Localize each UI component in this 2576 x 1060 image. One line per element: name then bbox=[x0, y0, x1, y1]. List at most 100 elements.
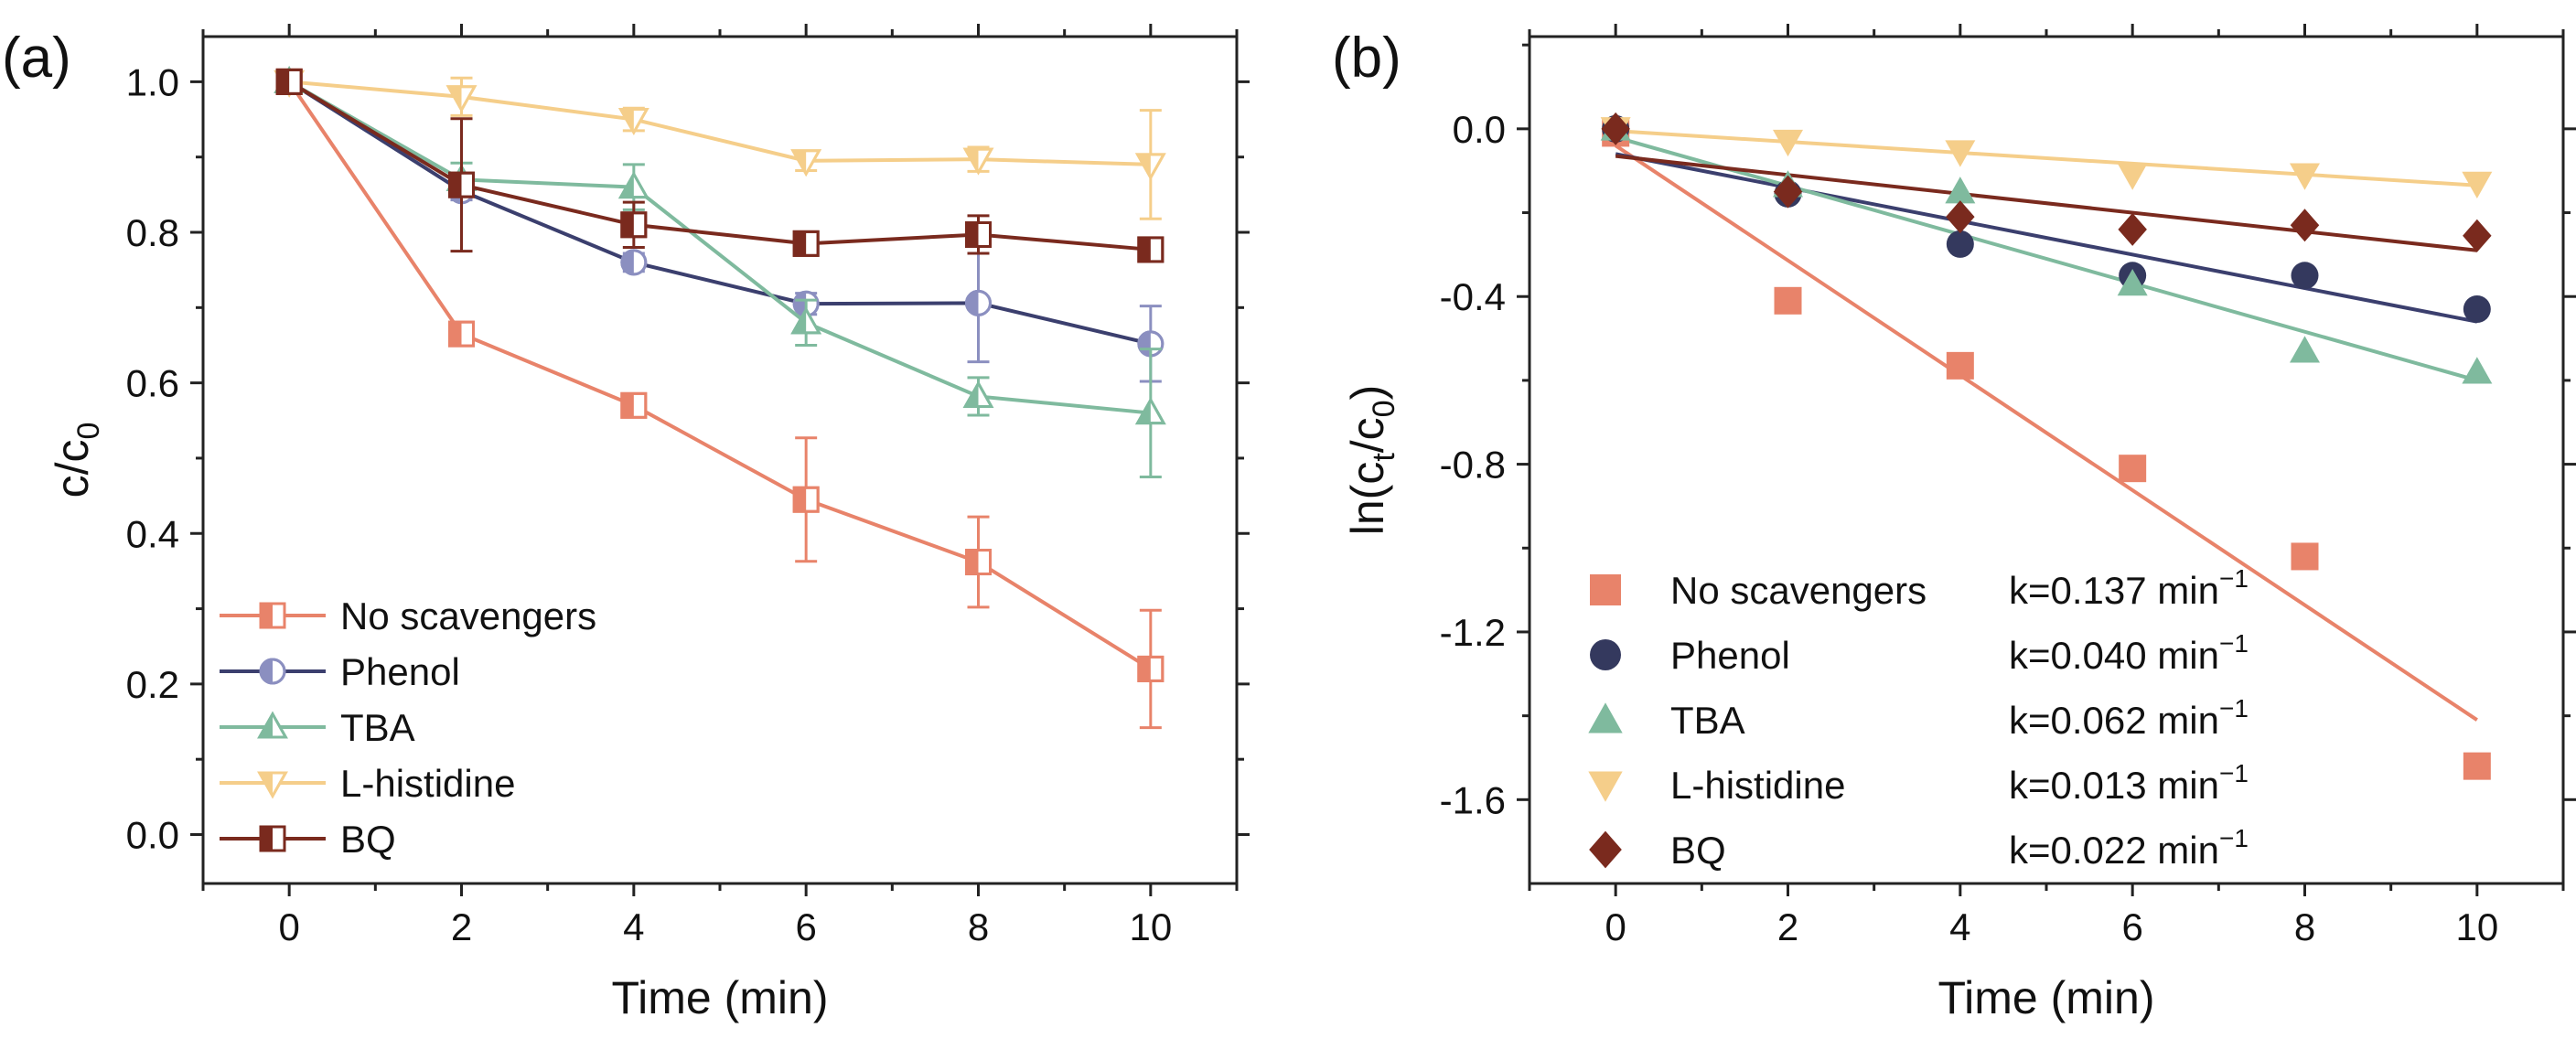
b-legend-k-no-scavengers: k=0.137 min−1 bbox=[2009, 564, 2249, 612]
b-point-tba bbox=[2290, 336, 2320, 363]
b-series-bq bbox=[1601, 112, 2492, 252]
a-point-phenol-outline bbox=[965, 289, 992, 316]
a-point-no-scavengers-fill bbox=[621, 393, 634, 418]
a-point-phenol-outline bbox=[620, 249, 648, 276]
b-y-axis-title-post: ) bbox=[1342, 385, 1393, 401]
b-point-bq bbox=[2290, 209, 2320, 242]
a-point-no-scavengers-fill bbox=[794, 487, 807, 512]
b-x-tick-label: 4 bbox=[1949, 905, 1970, 948]
b-legend-k-value: k=0.062 min bbox=[2009, 699, 2219, 742]
b-x-axis-title: Time (min) bbox=[1937, 972, 2154, 1023]
b-legend-marker-tba bbox=[1588, 702, 1623, 733]
a-line-l-histidine bbox=[288, 80, 1151, 166]
b-legend-k-tba: k=0.062 min−1 bbox=[2009, 694, 2249, 742]
b-series-phenol bbox=[1602, 114, 2491, 323]
a-point-no-scavengers-outline bbox=[792, 486, 820, 513]
b-x-tick-label: 8 bbox=[2294, 905, 2315, 948]
a-legend-marker-no-scavengers-fill bbox=[261, 604, 273, 627]
b-fit-line-phenol bbox=[1615, 152, 2478, 324]
b-point-l-histidine bbox=[2290, 163, 2320, 190]
b-point-no-scavengers bbox=[1946, 351, 1974, 380]
b-y-tick-label: -0.4 bbox=[1440, 275, 1506, 318]
b-fit-line-bq bbox=[1615, 154, 2478, 252]
a-point-bq-outline bbox=[275, 68, 303, 95]
a-y-tick-label: 0.2 bbox=[126, 663, 179, 706]
a-y-tick-label: 0.4 bbox=[126, 512, 179, 555]
a-point-l-histidine-outline bbox=[790, 149, 822, 177]
a-line-tba bbox=[288, 80, 1152, 415]
b-fit-line-no-scavengers bbox=[1615, 144, 2478, 722]
b-legend-label-l-histidine: L-histidine bbox=[1670, 764, 1845, 807]
a-point-no-scavengers-outline bbox=[448, 320, 475, 348]
b-point-bq bbox=[1601, 112, 1630, 145]
b-legend-k-bq: k=0.022 min−1 bbox=[2009, 824, 2249, 872]
b-point-l-histidine bbox=[2462, 171, 2493, 198]
b-legend-marker-l-histidine bbox=[1588, 771, 1623, 802]
b-x-tick-label: 2 bbox=[1777, 905, 1798, 948]
a-point-no-scavengers-outline bbox=[965, 549, 992, 576]
a-y-tick-label: 0.6 bbox=[126, 362, 179, 405]
a-point-bq-outline bbox=[792, 230, 820, 257]
panel-b-label: (b) bbox=[1332, 27, 1401, 90]
a-point-l-histidine-outline bbox=[962, 147, 994, 176]
a-point-tba-outline bbox=[962, 380, 994, 408]
a-point-no-scavengers-fill bbox=[449, 322, 462, 347]
a-x-tick-label: 4 bbox=[623, 905, 644, 948]
a-point-bq-fill bbox=[794, 231, 807, 256]
b-point-bq bbox=[2463, 219, 2492, 252]
b-fit-line-l-histidine bbox=[1615, 129, 2477, 187]
b-series-no-scavengers bbox=[1602, 119, 2491, 780]
b-point-no-scavengers bbox=[2291, 542, 2319, 571]
b-y-axis-title: ln(ct/c0) bbox=[1342, 385, 1401, 536]
a-point-bq-fill bbox=[449, 173, 462, 198]
a-point-bq-fill bbox=[966, 222, 979, 247]
b-point-bq bbox=[2118, 212, 2147, 246]
a-series-tba bbox=[274, 66, 1166, 479]
panel-a-label: (a) bbox=[2, 27, 71, 90]
a-point-l-histidine-outline bbox=[1134, 153, 1166, 181]
a-y-axis-title: c/c0 bbox=[47, 423, 106, 498]
a-point-bq-fill bbox=[621, 212, 634, 237]
a-series-l-histidine bbox=[274, 70, 1166, 220]
b-y-tick-label: -1.2 bbox=[1440, 611, 1506, 654]
a-series-phenol bbox=[275, 68, 1165, 383]
b-point-tba bbox=[2117, 268, 2148, 296]
a-legend-marker-phenol-outline bbox=[259, 658, 286, 685]
panel-a: 0 2 4 6 8 10 0.0 0.2 0.4 0.6 0.8 1.0 Time (min) (a) c/… bbox=[2, 24, 1250, 1023]
a-point-no-scavengers-fill bbox=[1138, 657, 1151, 681]
b-y-axis-title-pre: ln(c bbox=[1342, 462, 1393, 536]
b-point-bq bbox=[1773, 175, 1803, 209]
a-point-no-scavengers-outline bbox=[620, 391, 648, 419]
b-point-no-scavengers bbox=[2463, 752, 2491, 780]
b-legend-k-exponent: −1 bbox=[2219, 824, 2249, 852]
a-x-tick-label: 10 bbox=[1129, 905, 1172, 948]
a-point-bq-outline bbox=[1137, 236, 1165, 263]
b-y-tick-label: 0.0 bbox=[1453, 108, 1506, 151]
a-point-no-scavengers-fill bbox=[966, 550, 979, 574]
a-line-phenol bbox=[288, 80, 1152, 346]
b-y-axis-title-mid: /c bbox=[1342, 417, 1393, 453]
a-y-tick-label: 0.8 bbox=[126, 211, 179, 254]
a-point-tba-outline bbox=[1134, 397, 1166, 425]
a-point-bq-outline bbox=[620, 211, 648, 239]
a-y-tick-label: 1.0 bbox=[126, 60, 179, 103]
b-legend-k-exponent: −1 bbox=[2219, 759, 2249, 787]
a-point-bq-fill bbox=[1138, 237, 1151, 262]
b-legend-k-exponent: −1 bbox=[2219, 694, 2249, 723]
b-point-tba bbox=[2462, 357, 2493, 384]
a-point-no-scavengers-outline bbox=[1137, 655, 1165, 682]
b-x-tick-label: 10 bbox=[2455, 905, 2498, 948]
a-legend-marker-bq-outline bbox=[259, 825, 286, 852]
a-legend-label-bq: BQ bbox=[340, 818, 396, 861]
a-line-bq bbox=[288, 80, 1152, 252]
b-legend-marker-bq bbox=[1589, 830, 1622, 869]
a-point-tba-outline bbox=[617, 171, 649, 199]
b-point-l-histidine bbox=[2117, 163, 2148, 190]
a-legend-label-no-scavengers: No scavengers bbox=[340, 594, 596, 637]
a-x-axis-title: Time (min) bbox=[611, 972, 828, 1023]
a-x-tick-label: 0 bbox=[278, 905, 299, 948]
b-legend-k-phenol: k=0.040 min−1 bbox=[2009, 629, 2249, 677]
b-point-l-histidine bbox=[1945, 140, 1976, 167]
a-point-l-histidine-outline bbox=[445, 85, 478, 113]
